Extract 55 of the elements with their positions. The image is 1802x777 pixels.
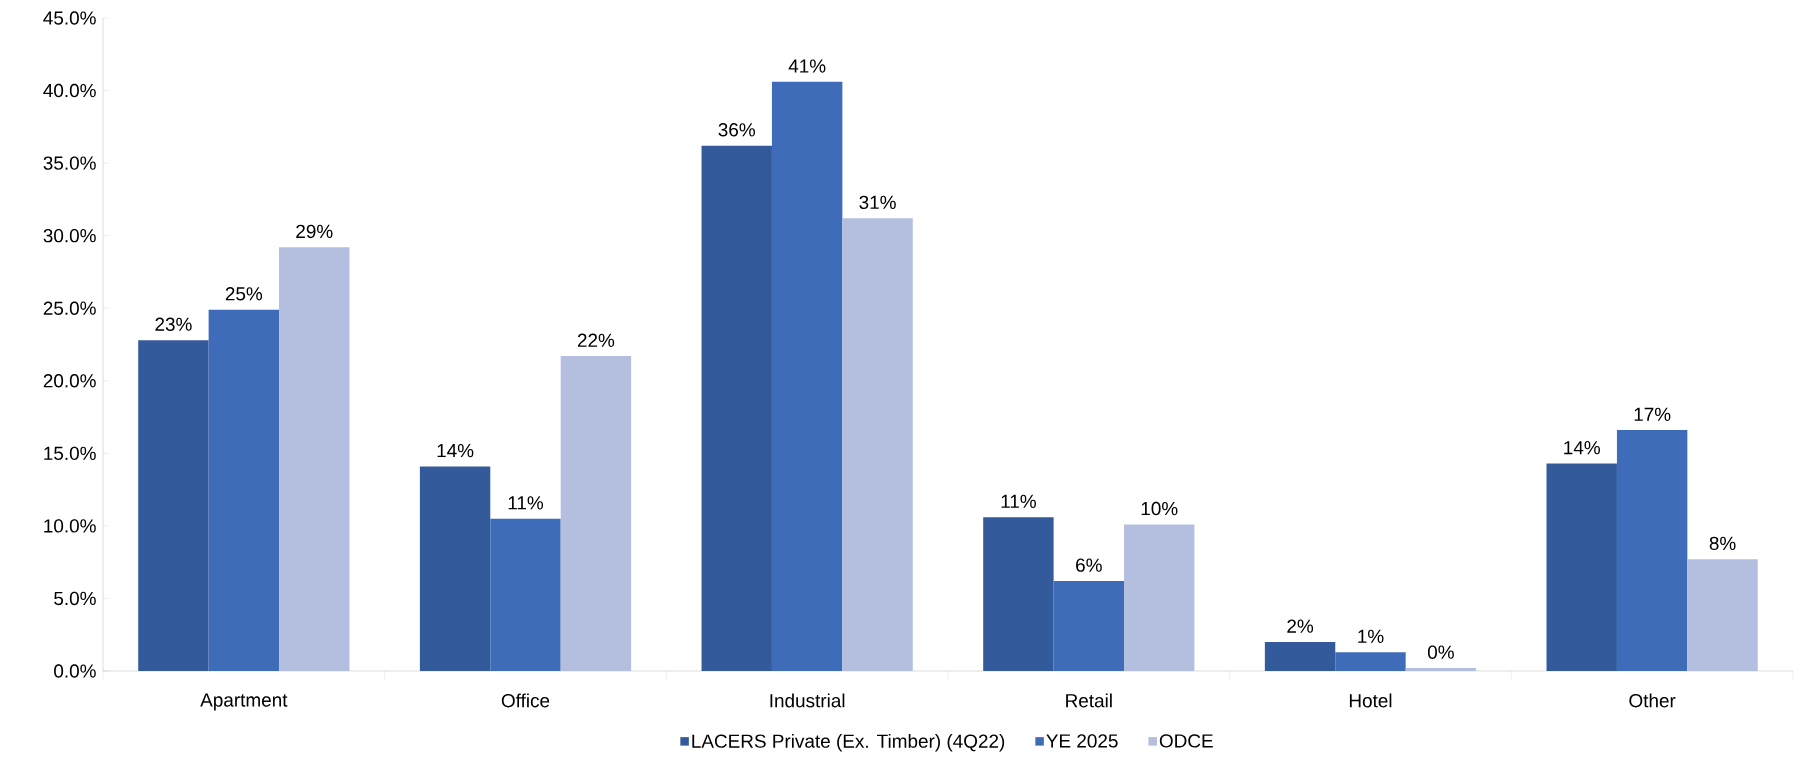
- bar: [138, 340, 209, 671]
- x-tick-label: Industrial: [770, 693, 845, 708]
- bar: [279, 247, 350, 671]
- x-tick-label: Apartment: [200, 693, 288, 711]
- y-tick-label: 5.0%: [54, 591, 96, 606]
- bar: [1264, 641, 1336, 671]
- x-tick-label: Other: [1629, 693, 1676, 708]
- bar: [1053, 581, 1125, 671]
- data-label: 25%: [225, 287, 263, 301]
- bar: [560, 356, 632, 671]
- data-label: 29%: [296, 224, 333, 239]
- bar: [701, 145, 772, 671]
- bar: [490, 518, 561, 671]
- y-tick-label: 40.0%: [43, 83, 96, 98]
- data-label: 0%: [1427, 645, 1454, 659]
- x-tick-label: Office: [501, 693, 550, 708]
- data-label: 23%: [155, 317, 192, 331]
- data-label: 14%: [437, 443, 474, 458]
- x-tick-label: Retail: [1066, 693, 1112, 708]
- legend-label: YE 2025: [1046, 734, 1118, 748]
- y-tick-label: 45.0%: [43, 11, 96, 25]
- y-tick-label: 30.0%: [43, 228, 96, 243]
- bar: [771, 81, 843, 671]
- data-label: 41%: [788, 59, 826, 73]
- y-tick-label: 0.0%: [54, 664, 96, 678]
- bar: [1687, 559, 1758, 671]
- bar: [842, 218, 913, 671]
- legend-label: ODCE: [1159, 734, 1213, 748]
- bar: [1124, 524, 1195, 671]
- bar: [419, 466, 491, 671]
- bar: [1335, 652, 1406, 671]
- bar: [1616, 430, 1688, 671]
- bar: [208, 309, 280, 671]
- y-tick-label: 10.0%: [44, 519, 96, 533]
- data-label: 11%: [1001, 494, 1036, 508]
- legend-label: LACERS Private (Ex. Timber) (4Q22): [692, 733, 1005, 752]
- bar: [983, 517, 1054, 671]
- data-label: 2%: [1287, 619, 1314, 633]
- data-label: 6%: [1076, 558, 1102, 572]
- data-label: 11%: [508, 496, 544, 510]
- data-label: 22%: [577, 333, 615, 347]
- data-label: 17%: [1634, 407, 1671, 421]
- x-tick-label: Hotel: [1349, 693, 1392, 708]
- y-tick-label: 35.0%: [43, 156, 96, 170]
- data-label: 31%: [859, 195, 896, 210]
- data-label: 10%: [1141, 501, 1178, 516]
- bar: [1405, 668, 1477, 671]
- y-tick-label: 20.0%: [43, 374, 96, 388]
- bar: [1546, 463, 1617, 671]
- y-tick-label: 15.0%: [44, 446, 96, 461]
- y-tick-label: 25.0%: [43, 301, 96, 315]
- data-label: 8%: [1709, 536, 1736, 551]
- data-label: 1%: [1358, 629, 1384, 643]
- data-label: 36%: [718, 123, 755, 137]
- data-label: 14%: [1564, 441, 1600, 455]
